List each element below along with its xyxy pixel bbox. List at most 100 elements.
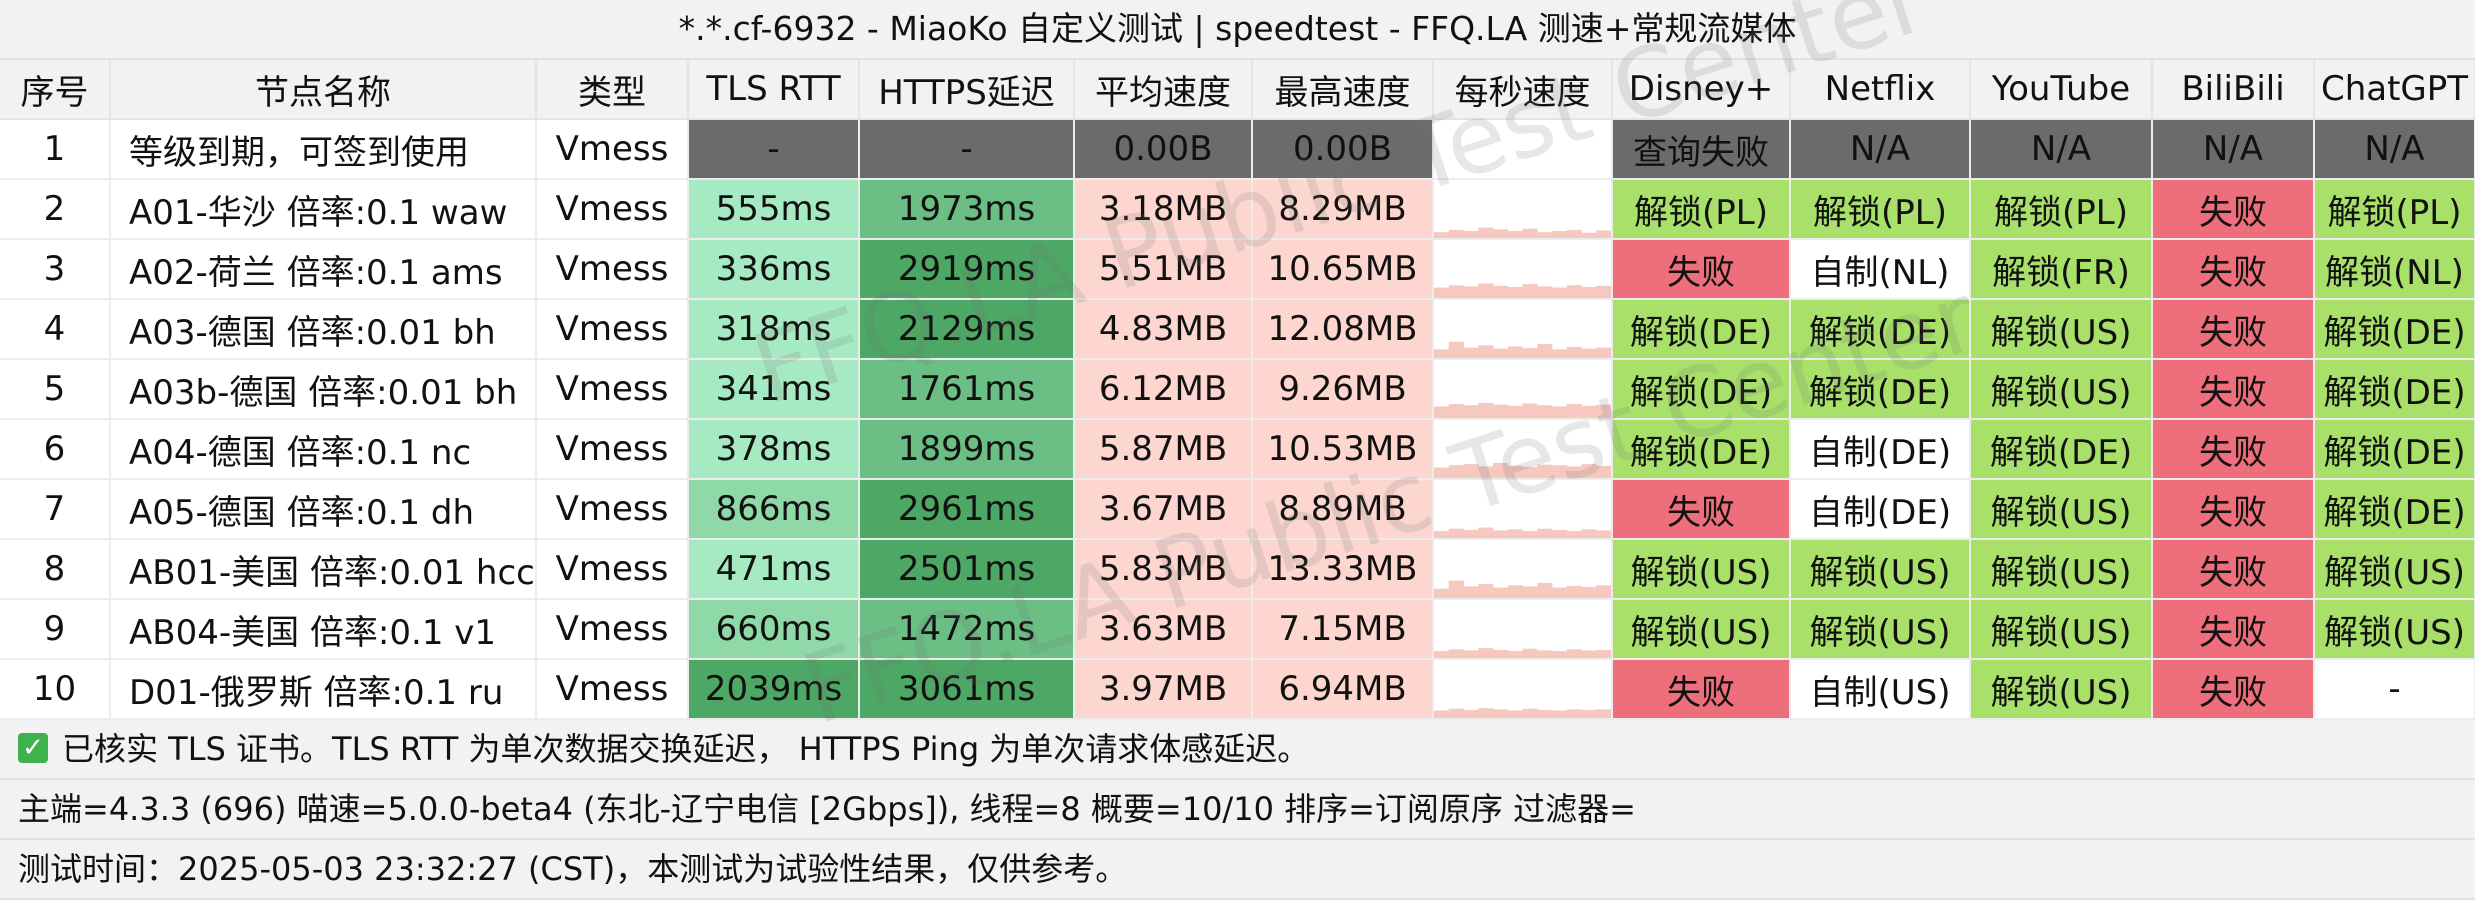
speed-sparkline-cell <box>1433 659 1613 720</box>
node-name-cell: A02-荷兰 倍率:0.1 ams <box>110 239 537 300</box>
https-latency-cell: 1761ms <box>859 359 1075 420</box>
youtube-status-cell: 解锁(US) <box>1970 659 2153 720</box>
table-row: 10 D01-俄罗斯 倍率:0.1 ru Vmess 2039ms 3061ms 3.97… <box>0 659 2475 720</box>
netflix-status-cell: 解锁(DE) <box>1790 299 1971 360</box>
speed-sparkline-cell <box>1433 299 1613 360</box>
sparkline-bar <box>1537 464 1553 477</box>
disney-status-cell: 失败 <box>1612 239 1791 300</box>
col-header-bilibili: BiliBili <box>2152 60 2315 120</box>
sparkline-bar <box>1434 349 1450 357</box>
avg-speed-cell: 3.67MB <box>1074 479 1253 540</box>
https-latency-cell: 2961ms <box>859 479 1075 540</box>
node-name-cell: D01-俄罗斯 倍率:0.1 ru <box>110 659 537 720</box>
sparkline-bar <box>1581 709 1597 717</box>
bilibili-status-cell: N/A <box>2152 119 2315 180</box>
sparkline-bar <box>1522 228 1538 237</box>
bilibili-status-cell: 失败 <box>2152 359 2315 420</box>
index-cell: 9 <box>0 599 111 660</box>
speed-sparkline-cell <box>1433 419 1613 480</box>
sparkline-bar <box>1581 232 1597 237</box>
type-cell: Vmess <box>536 179 689 240</box>
https-latency-cell: 2129ms <box>859 299 1075 360</box>
https-latency-cell: 3061ms <box>859 659 1075 720</box>
sparkline-bar <box>1463 286 1479 297</box>
sparkline-bar <box>1596 649 1610 657</box>
sparkline-bar <box>1507 231 1523 237</box>
tls-rtt-cell: 378ms <box>688 419 860 480</box>
https-latency-cell: 1899ms <box>859 419 1075 480</box>
sparkline-bar <box>1478 345 1494 357</box>
speed-sparkline <box>1434 227 1610 237</box>
sparkline-bar <box>1434 287 1450 297</box>
disney-status-cell: 解锁(PL) <box>1612 179 1791 240</box>
table-row: 8 AB01-美国 倍率:0.01 hcc Vmess 471ms 2501ms 5.83… <box>0 539 2475 600</box>
node-name-cell: A01-华沙 倍率:0.1 waw <box>110 179 537 240</box>
index-cell: 8 <box>0 539 111 600</box>
sparkline-bar <box>1566 649 1582 657</box>
sparkline-bar <box>1507 651 1523 657</box>
netflix-status-cell: 解锁(US) <box>1790 599 1971 660</box>
sparkline-bar <box>1522 466 1538 477</box>
sparkline-bar <box>1581 286 1597 297</box>
sparkline-bar <box>1537 286 1553 297</box>
sparkline-bar <box>1478 227 1494 237</box>
test-time-line: 测试时间：2025-05-03 23:32:27 (CST)，本测试为试验性结果… <box>0 840 2475 900</box>
sparkline-bar <box>1566 531 1582 537</box>
sparkline-bar <box>1596 465 1610 477</box>
sparkline-bar <box>1507 710 1523 717</box>
netflix-status-cell: 自制(DE) <box>1790 419 1971 480</box>
sparkline-bar <box>1492 462 1509 477</box>
sparkline-bar <box>1492 229 1509 237</box>
netflix-status-cell: 自制(US) <box>1790 659 1971 720</box>
node-name-cell: AB04-美国 倍率:0.1 v1 <box>110 599 537 660</box>
avg-speed-cell: 4.83MB <box>1074 299 1253 360</box>
sparkline-bar <box>1537 582 1553 597</box>
sparkline-bar <box>1522 708 1538 717</box>
speed-sparkline-cell <box>1433 359 1613 420</box>
tls-rtt-cell: 341ms <box>688 359 860 420</box>
table-row: 2 A01-华沙 倍率:0.1 waw Vmess 555ms 1973ms 3.18MB… <box>0 179 2475 240</box>
sparkline-bar <box>1434 651 1450 657</box>
sparkline-bar <box>1537 344 1553 357</box>
sparkline-bar <box>1463 709 1479 717</box>
sparkline-bar <box>1522 531 1538 537</box>
sparkline-bar <box>1434 232 1450 237</box>
sparkline-bar <box>1507 465 1523 477</box>
sparkline-bar <box>1463 586 1479 597</box>
chatgpt-status-cell: N/A <box>2314 119 2475 180</box>
sparkline-bar <box>1596 585 1610 597</box>
node-name-cell: AB01-美国 倍率:0.01 hcc <box>110 539 537 600</box>
type-cell: Vmess <box>536 299 689 360</box>
index-cell: 4 <box>0 299 111 360</box>
sparkline-bar <box>1507 346 1523 357</box>
speed-sparkline <box>1434 341 1610 357</box>
sparkline-bar <box>1566 404 1582 417</box>
node-name-cell: 等级到期，可签到使用 <box>110 119 537 180</box>
speed-sparkline <box>1434 283 1610 297</box>
avg-speed-cell: 3.63MB <box>1074 599 1253 660</box>
chatgpt-status-cell: 解锁(PL) <box>2314 179 2475 240</box>
youtube-status-cell: 解锁(US) <box>1970 599 2153 660</box>
index-cell: 5 <box>0 359 111 420</box>
col-header-netflix: Netflix <box>1790 60 1971 120</box>
sparkline-bar <box>1552 710 1568 717</box>
sparkline-bar <box>1581 464 1597 477</box>
sparkline-bar <box>1596 530 1610 537</box>
netflix-status-cell: 解锁(US) <box>1790 539 1971 600</box>
checkmark-icon: ✓ <box>18 733 48 763</box>
chatgpt-status-cell: 解锁(NL) <box>2314 239 2475 300</box>
netflix-status-cell: 解锁(DE) <box>1790 359 1971 420</box>
tls-note-line: ✓ 已核实 TLS 证书。TLS RTT 为单次数据交换延迟， HTTPS Pin… <box>0 720 2475 780</box>
max-speed-cell: 7.15MB <box>1252 599 1434 660</box>
tls-rtt-cell: 866ms <box>688 479 860 540</box>
sparkline-bar <box>1492 709 1509 717</box>
node-name-cell: A04-德国 倍率:0.1 nc <box>110 419 537 480</box>
max-speed-cell: 9.26MB <box>1252 359 1434 420</box>
sparkline-bar <box>1478 648 1494 657</box>
sparkline-bar <box>1522 348 1538 357</box>
sparkline-bar <box>1478 283 1494 297</box>
youtube-status-cell: 解锁(DE) <box>1970 419 2153 480</box>
sparkline-bar <box>1581 529 1597 537</box>
max-speed-cell: 6.94MB <box>1252 659 1434 720</box>
tls-rtt-cell: 555ms <box>688 179 860 240</box>
